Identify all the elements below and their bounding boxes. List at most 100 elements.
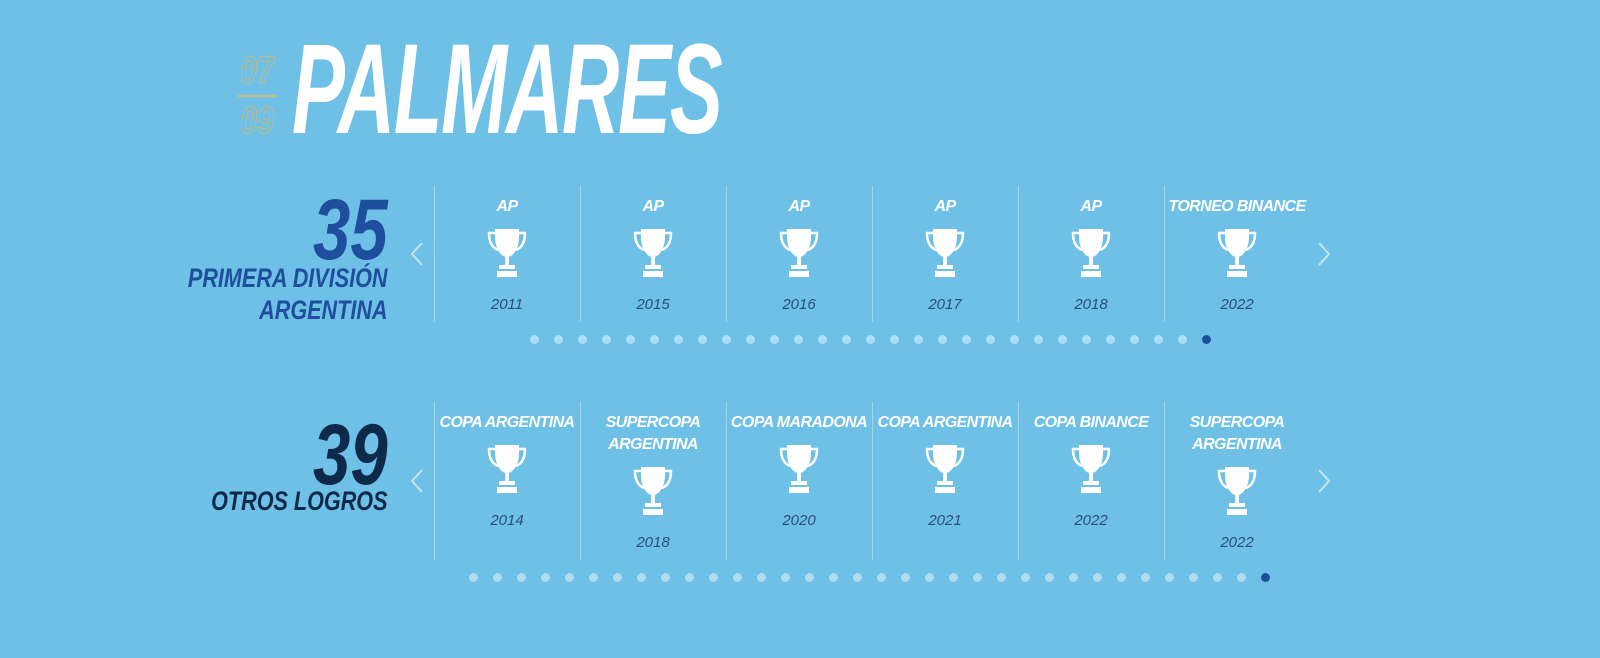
pagination-dot[interactable] xyxy=(1021,573,1030,582)
counter-divider xyxy=(237,95,277,97)
counter-total: 09 xyxy=(240,100,275,143)
pagination-dot[interactable] xyxy=(1154,335,1163,344)
pagination-dot[interactable] xyxy=(1237,573,1246,582)
pagination-dot[interactable] xyxy=(650,335,659,344)
trophy-title: COPA MARADONA xyxy=(730,414,868,431)
pagination-dot[interactable] xyxy=(818,335,827,344)
pagination-dot[interactable] xyxy=(1010,335,1019,344)
pagination-dot[interactable] xyxy=(890,335,899,344)
pagination-dot[interactable] xyxy=(746,335,755,344)
trophy-card: COPA MARADONA 2020 xyxy=(726,402,871,560)
pagination-dot[interactable] xyxy=(997,573,1006,582)
pagination-dot[interactable] xyxy=(589,573,598,582)
pagination-dot[interactable] xyxy=(925,573,934,582)
pagination-dot[interactable] xyxy=(1106,335,1115,344)
pagination-dot[interactable] xyxy=(602,335,611,344)
pagination-dot[interactable] xyxy=(1189,573,1198,582)
trophy-year: 2022 xyxy=(1220,534,1254,551)
next-arrow[interactable] xyxy=(1316,241,1332,272)
pagination-dot[interactable] xyxy=(541,573,550,582)
trophy-title: SUPERCOPA ARGENTINA xyxy=(605,414,701,453)
trophy-year: 2018 xyxy=(1074,296,1108,313)
pagination-dot[interactable] xyxy=(613,573,622,582)
trophy-title: COPA ARGENTINA xyxy=(877,414,1013,431)
section-label: PRIMERA DIVISIÓN ARGENTINA xyxy=(188,262,388,326)
pagination-dot[interactable] xyxy=(469,573,478,582)
pagination-dot[interactable] xyxy=(842,335,851,344)
pagination-dot[interactable] xyxy=(733,573,742,582)
trophy-icon xyxy=(779,443,819,500)
trophy-icon xyxy=(925,443,965,500)
trophy-year: 2011 xyxy=(490,296,524,313)
trophy-icon xyxy=(633,465,673,522)
pagination-dot[interactable] xyxy=(709,573,718,582)
pagination-dot[interactable] xyxy=(565,573,574,582)
pagination-dot[interactable] xyxy=(554,335,563,344)
pagination-dot[interactable] xyxy=(1093,573,1102,582)
trophy-icon xyxy=(779,227,819,284)
section-label: OTROS LOGROS xyxy=(212,485,388,517)
prev-arrow[interactable] xyxy=(409,241,425,272)
pagination-dot[interactable] xyxy=(1261,573,1270,582)
pagination-dot[interactable] xyxy=(962,335,971,344)
pagination-dot[interactable] xyxy=(1202,335,1211,344)
pagination-dot[interactable] xyxy=(781,573,790,582)
pagination-dot[interactable] xyxy=(901,573,910,582)
pagination-dot[interactable] xyxy=(685,573,694,582)
pagination-dot[interactable] xyxy=(578,335,587,344)
pagination-dot[interactable] xyxy=(517,573,526,582)
pagination-dot[interactable] xyxy=(661,573,670,582)
pagination-dot[interactable] xyxy=(722,335,731,344)
pagination-dot[interactable] xyxy=(877,573,886,582)
trophy-title: AP xyxy=(642,198,664,215)
pagination-dot[interactable] xyxy=(973,573,982,582)
pagination-dot[interactable] xyxy=(1082,335,1091,344)
pagination-dot[interactable] xyxy=(674,335,683,344)
trophy-year: 2020 xyxy=(782,512,816,529)
page-title: PALMARES xyxy=(292,18,723,161)
pagination-dot[interactable] xyxy=(1045,573,1054,582)
trophy-card: COPA ARGENTINA 2014 xyxy=(434,402,579,560)
pagination-dot[interactable] xyxy=(805,573,814,582)
trophy-card: AP 2015 xyxy=(580,186,725,322)
pagination-dot[interactable] xyxy=(1117,573,1126,582)
pagination-dot[interactable] xyxy=(637,573,646,582)
pagination-dot[interactable] xyxy=(866,335,875,344)
trophy-title: AP xyxy=(496,198,518,215)
trophy-year: 2017 xyxy=(928,296,962,313)
pagination-dot[interactable] xyxy=(1034,335,1043,344)
pagination-dot[interactable] xyxy=(1165,573,1174,582)
trophy-card: SUPERCOPA ARGENTINA 2022 xyxy=(1164,402,1309,560)
pagination-dot[interactable] xyxy=(794,335,803,344)
pagination-dot[interactable] xyxy=(986,335,995,344)
pagination-dot[interactable] xyxy=(770,335,779,344)
pagination-dot[interactable] xyxy=(853,573,862,582)
pagination-dot[interactable] xyxy=(757,573,766,582)
pagination-dot[interactable] xyxy=(626,335,635,344)
trophy-card: SUPERCOPA ARGENTINA 2018 xyxy=(580,402,725,560)
pagination-dot[interactable] xyxy=(1069,573,1078,582)
trophy-icon xyxy=(1071,227,1111,284)
trophy-title: AP xyxy=(1080,198,1102,215)
next-arrow[interactable] xyxy=(1316,468,1332,499)
trophy-title: AP xyxy=(788,198,810,215)
section-count: 35 xyxy=(313,182,388,278)
pagination-dot[interactable] xyxy=(914,335,923,344)
pagination-dot[interactable] xyxy=(1141,573,1150,582)
pagination-dot[interactable] xyxy=(949,573,958,582)
pagination-dot[interactable] xyxy=(530,335,539,344)
pagination-dot[interactable] xyxy=(938,335,947,344)
trophy-card: AP 2017 xyxy=(872,186,1017,322)
pagination-dot[interactable] xyxy=(698,335,707,344)
pagination-dot[interactable] xyxy=(493,573,502,582)
pagination-dot[interactable] xyxy=(1213,573,1222,582)
pagination-dot[interactable] xyxy=(1178,335,1187,344)
pagination-dot[interactable] xyxy=(829,573,838,582)
trophy-year: 2022 xyxy=(1220,296,1254,313)
pagination-dot[interactable] xyxy=(1058,335,1067,344)
pagination-dot[interactable] xyxy=(1130,335,1139,344)
trophy-card: AP 2018 xyxy=(1018,186,1163,322)
trophy-card: COPA ARGENTINA 2021 xyxy=(872,402,1017,560)
prev-arrow[interactable] xyxy=(409,468,425,499)
